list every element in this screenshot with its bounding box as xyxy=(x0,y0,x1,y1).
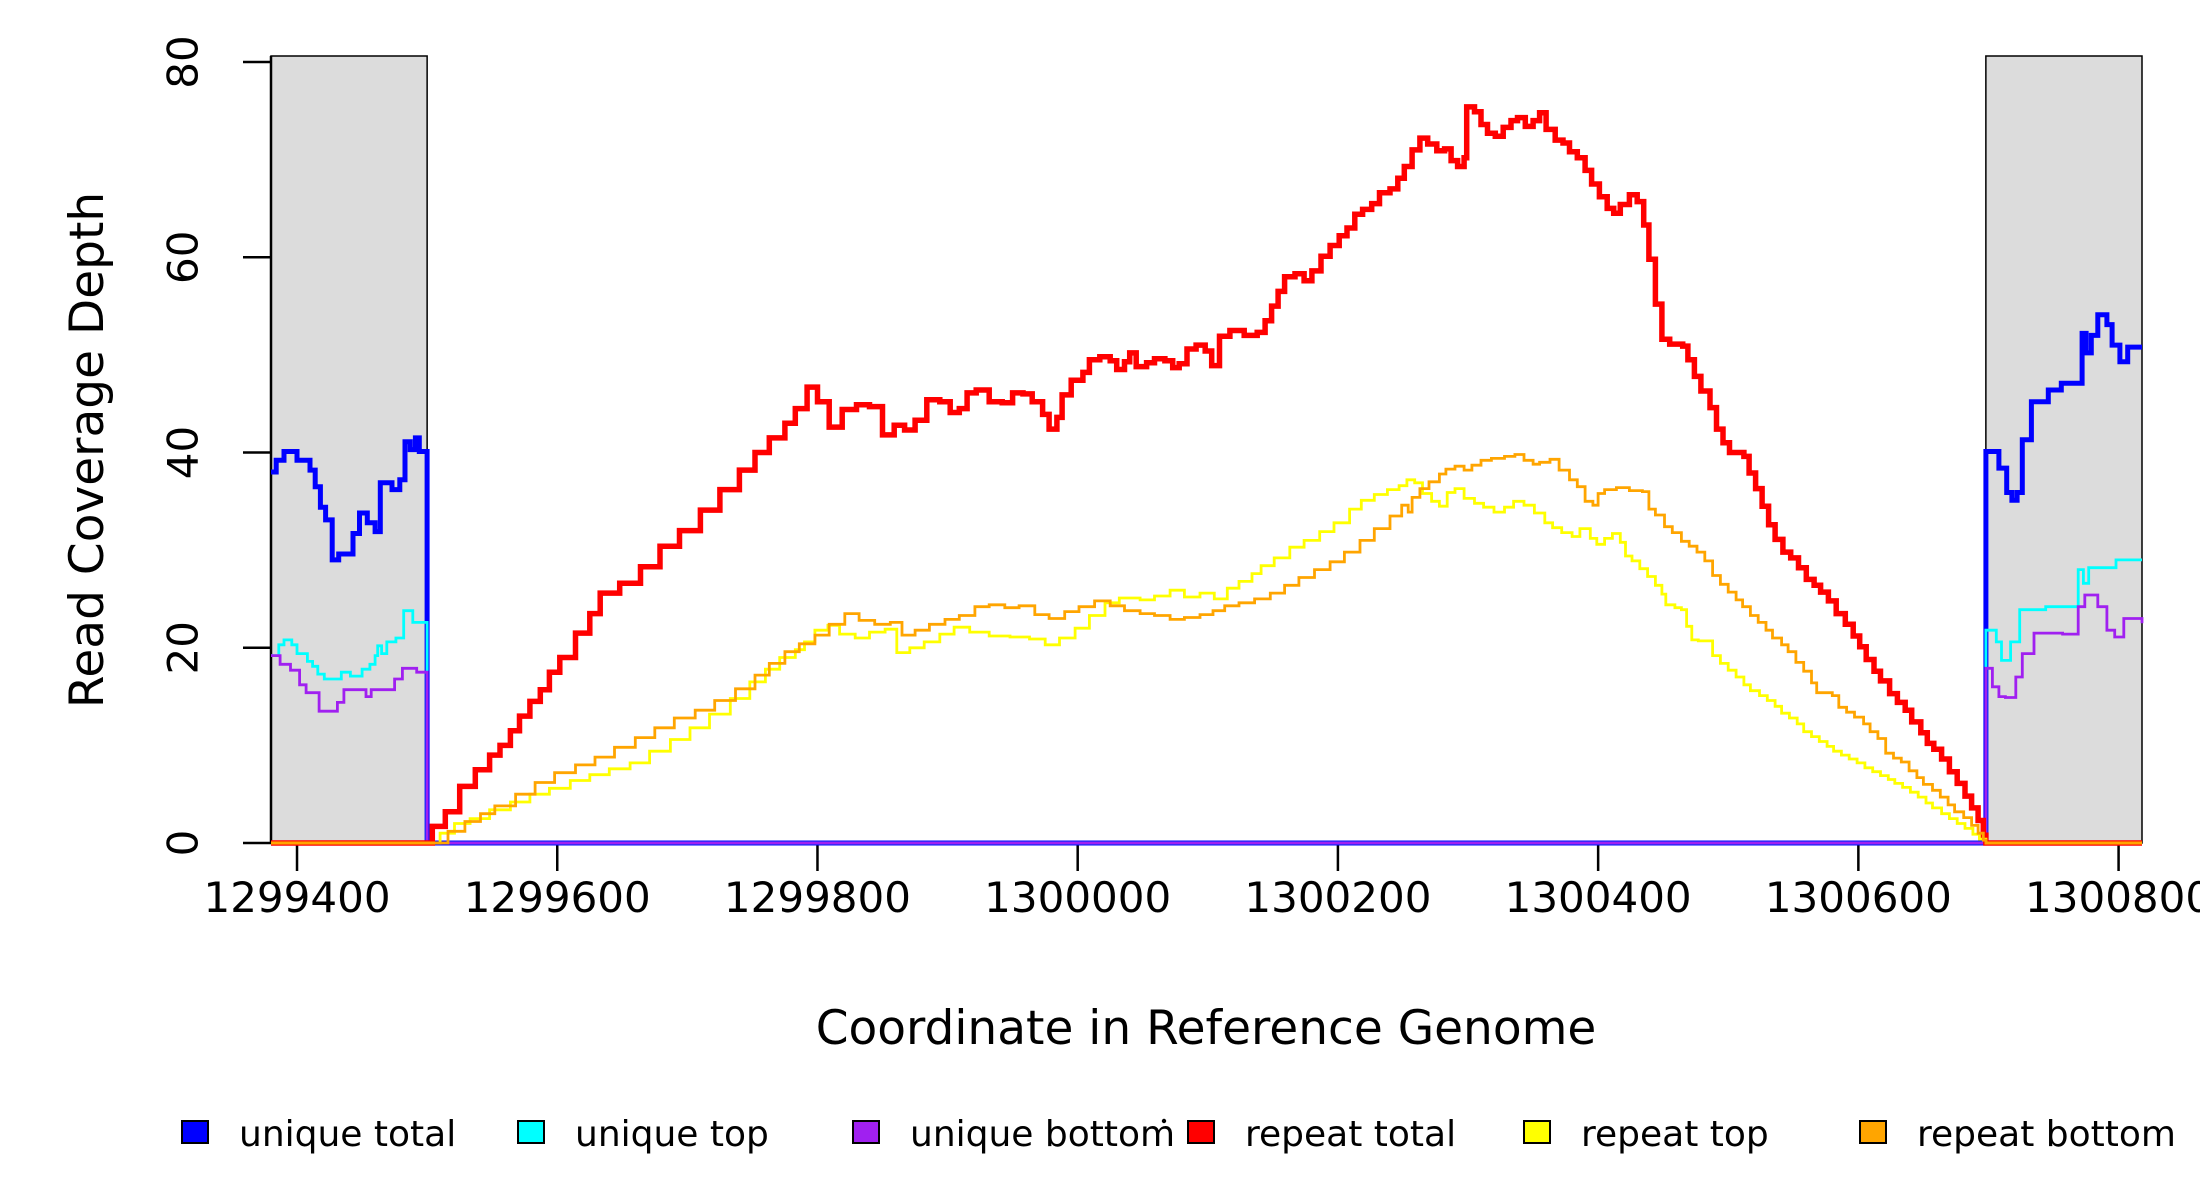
legend-label: repeat bottom xyxy=(1917,1114,2176,1155)
y-tick-label: 20 xyxy=(159,621,208,674)
series-unique_top-line xyxy=(271,558,2142,845)
legend-swatch-unique-top xyxy=(517,1120,545,1144)
series-repeat_top-line xyxy=(271,478,2142,845)
shaded-region-right-unique-flank xyxy=(1985,55,2143,844)
legend-item-repeat-total: repeat total xyxy=(1187,1114,1456,1155)
x-tick-label: 1300800 xyxy=(2025,873,2200,922)
stray-dot xyxy=(1161,1118,1167,1124)
legend-label: repeat total xyxy=(1245,1114,1456,1155)
legend-label: unique total xyxy=(239,1114,456,1155)
series-unique_total-line xyxy=(271,312,2142,846)
legend-item-repeat-bottom: repeat bottom xyxy=(1859,1114,2176,1155)
y-tick-label: 80 xyxy=(159,35,208,88)
legend-item-unique-total: unique total xyxy=(181,1114,456,1155)
legend-label: unique top xyxy=(575,1114,769,1155)
legend-swatch-repeat-total xyxy=(1187,1120,1215,1144)
x-tick-label: 1299400 xyxy=(203,873,390,922)
legend-swatch-unique-total xyxy=(181,1120,209,1144)
x-tick-label: 1299600 xyxy=(464,873,651,922)
y-tick-label: 0 xyxy=(159,830,208,857)
legend-swatch-repeat-top xyxy=(1523,1120,1551,1144)
x-tick-label: 1300200 xyxy=(1244,873,1431,922)
legend-item-unique-bottom: unique bottom xyxy=(852,1114,1175,1155)
y-tick-label: 40 xyxy=(159,426,208,479)
x-tick-label: 1300000 xyxy=(984,873,1171,922)
x-tick-label: 1300600 xyxy=(1765,873,1952,922)
series-layer xyxy=(271,104,2144,846)
axes-layer: 0 20 40 60 80 1299400 1299600 1299800 1300000 130… xyxy=(159,35,2200,922)
legend-label: unique bottom xyxy=(910,1114,1175,1155)
x-tick-label: 1299800 xyxy=(724,873,911,922)
legend: unique total unique top unique bottom repea… xyxy=(181,1114,2176,1155)
series-repeat_total-line xyxy=(271,104,2142,846)
shaded-regions-layer xyxy=(270,55,2143,844)
series-unique_bottom-line xyxy=(271,593,2144,845)
legend-item-repeat-top: repeat top xyxy=(1523,1114,1769,1155)
legend-label: repeat top xyxy=(1581,1114,1769,1155)
legend-swatch-repeat-bottom xyxy=(1859,1120,1887,1144)
legend-swatch-unique-bottom xyxy=(852,1120,880,1144)
y-axis-title: Read Coverage Depth xyxy=(60,192,115,708)
x-axis-title: Coordinate in Reference Genome xyxy=(816,1001,1597,1056)
y-tick-label: 60 xyxy=(159,231,208,284)
titles-layer: Coordinate in Reference Genome Read Cove… xyxy=(60,192,1596,1056)
series-repeat_bottom-line xyxy=(271,453,2142,845)
legend-item-unique-top: unique top xyxy=(517,1114,769,1155)
x-tick-label: 1300400 xyxy=(1505,873,1692,922)
